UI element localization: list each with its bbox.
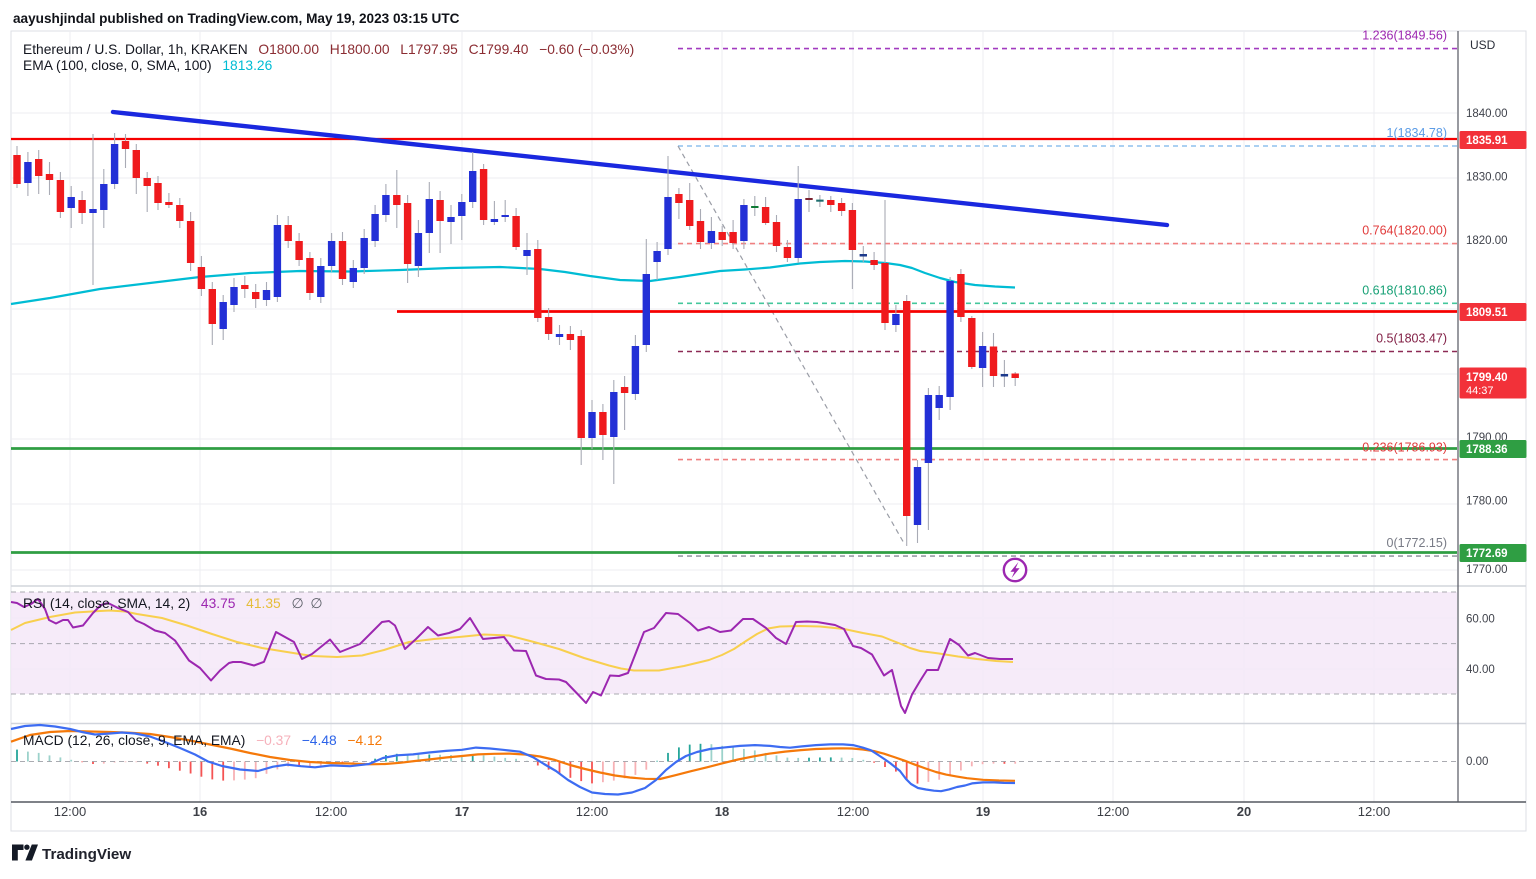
svg-text:0.618(1810.86): 0.618(1810.86)	[1362, 283, 1447, 297]
svg-text:1820.00: 1820.00	[1466, 235, 1508, 247]
svg-text:RSI (14, close, SMA, 14, 2) 4: RSI (14, close, SMA, 14, 2) 43.75 41.35 …	[23, 596, 322, 611]
svg-text:1770.00: 1770.00	[1466, 564, 1508, 576]
svg-text:12:00: 12:00	[54, 804, 87, 819]
svg-text:aayushjindal published on Trad: aayushjindal published on TradingView.co…	[13, 11, 460, 26]
svg-text:1780.00: 1780.00	[1466, 496, 1508, 508]
svg-text:12:00: 12:00	[576, 804, 609, 819]
svg-text:1840.00: 1840.00	[1466, 108, 1508, 120]
svg-text:TradingView: TradingView	[42, 846, 131, 863]
svg-text:12:00: 12:00	[1358, 804, 1391, 819]
svg-text:1(1834.78): 1(1834.78)	[1387, 126, 1447, 140]
svg-text:0.00: 0.00	[1466, 756, 1488, 768]
svg-text:12:00: 12:00	[315, 804, 348, 819]
svg-text:1772.69: 1772.69	[1466, 548, 1508, 560]
svg-text:1788.36: 1788.36	[1466, 444, 1508, 456]
svg-text:19: 19	[976, 804, 990, 819]
svg-text:17: 17	[455, 804, 469, 819]
svg-text:1809.51: 1809.51	[1466, 307, 1508, 319]
svg-text:USD: USD	[1470, 38, 1496, 52]
svg-text:12:00: 12:00	[837, 804, 870, 819]
svg-text:1.236(1849.56): 1.236(1849.56)	[1362, 29, 1447, 43]
svg-text:12:00: 12:00	[1097, 804, 1130, 819]
svg-text:16: 16	[193, 804, 207, 819]
svg-text:18: 18	[715, 804, 729, 819]
svg-text:0(1772.15): 0(1772.15)	[1387, 536, 1447, 550]
svg-text:EMA (100, close, 0, SMA, 100): EMA (100, close, 0, SMA, 100) 1813.26	[23, 58, 273, 73]
svg-text:1799.40: 1799.40	[1466, 372, 1508, 384]
svg-text:1830.00: 1830.00	[1466, 172, 1508, 184]
svg-text:1835.91: 1835.91	[1466, 135, 1508, 147]
svg-text:0.236(1786.93): 0.236(1786.93)	[1362, 441, 1447, 455]
svg-text:0.764(1820.00): 0.764(1820.00)	[1362, 224, 1447, 238]
svg-text:44:37: 44:37	[1466, 385, 1494, 397]
svg-text:Ethereum / U.S. Dollar, 1h, KR: Ethereum / U.S. Dollar, 1h, KRAKEN O1800…	[23, 42, 634, 57]
svg-text:60.00: 60.00	[1466, 613, 1495, 625]
svg-text:40.00: 40.00	[1466, 664, 1495, 676]
svg-text:MACD (12, 26, close, 9, EMA, E: MACD (12, 26, close, 9, EMA, EMA) −0.37 …	[23, 733, 382, 748]
svg-text:0.5(1803.47): 0.5(1803.47)	[1376, 332, 1447, 346]
svg-text:20: 20	[1237, 804, 1251, 819]
